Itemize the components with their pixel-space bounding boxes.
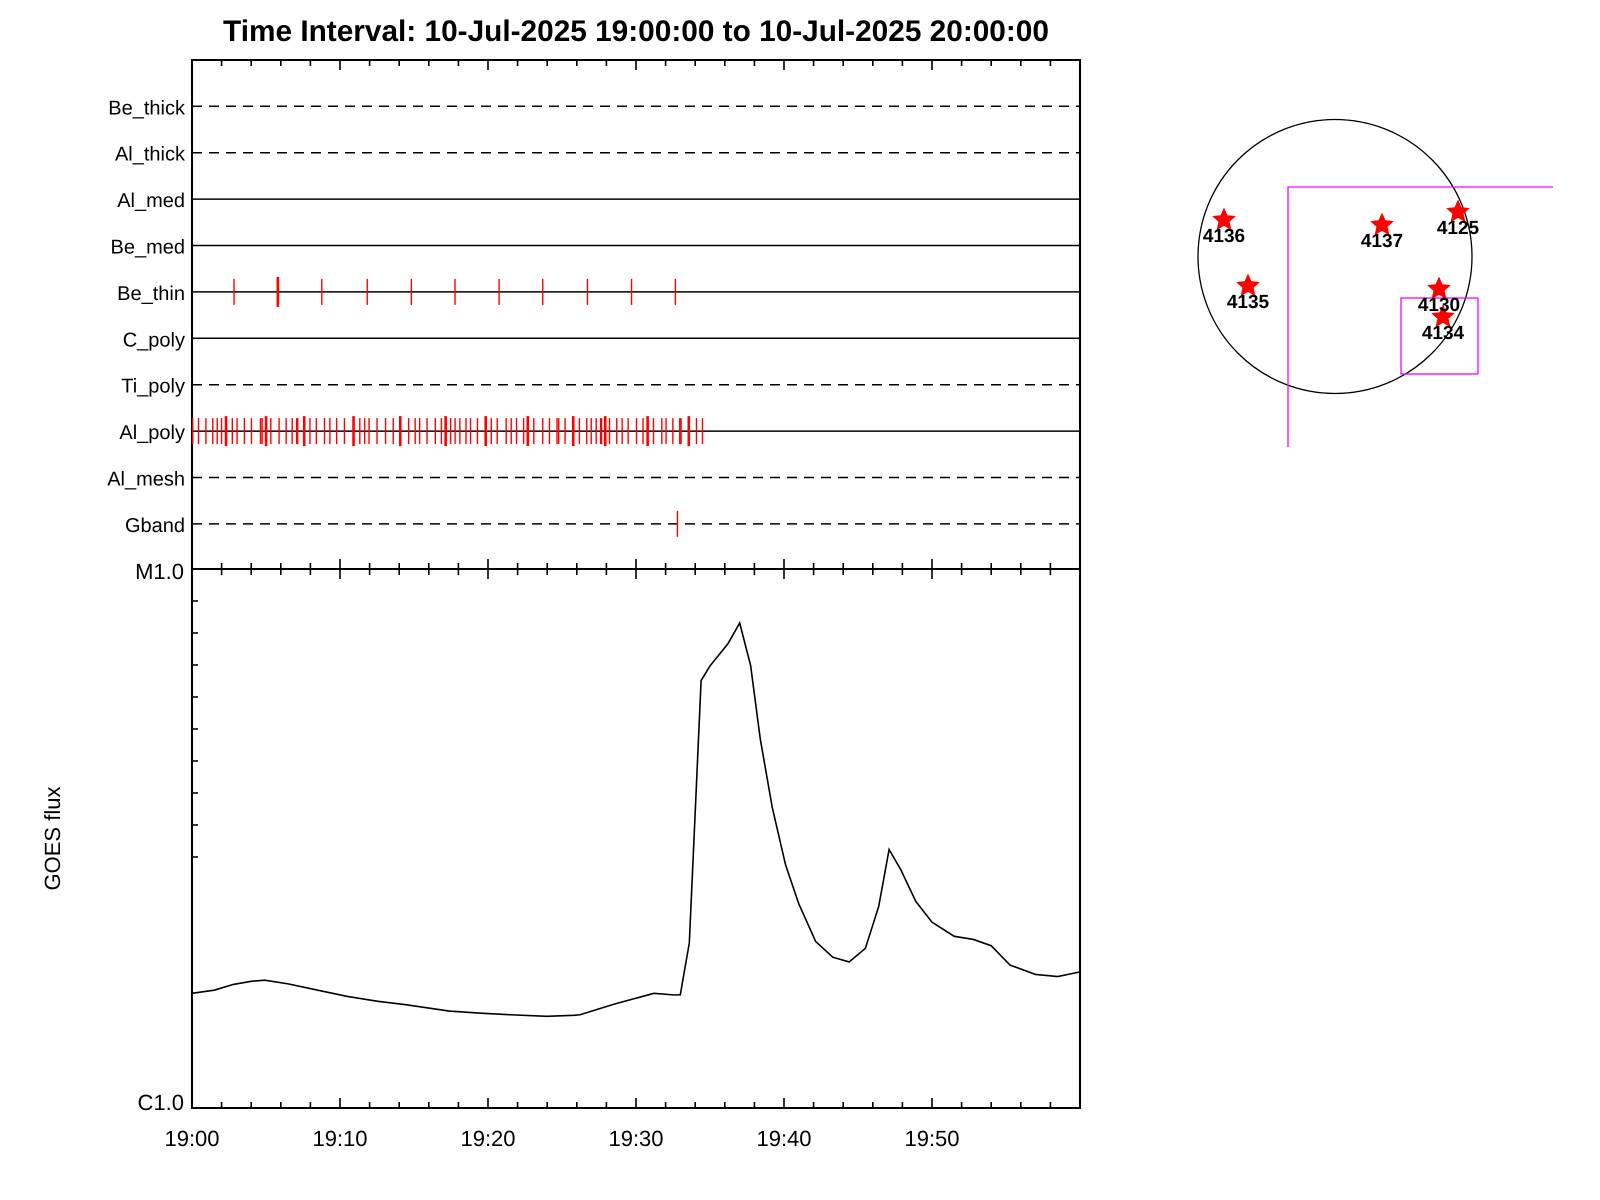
svg-text:19:10: 19:10 — [312, 1126, 367, 1151]
svg-text:4134: 4134 — [1422, 323, 1465, 344]
svg-text:4125: 4125 — [1437, 218, 1480, 239]
svg-text:Al_thick: Al_thick — [115, 144, 186, 166]
svg-text:Al_poly: Al_poly — [119, 422, 185, 444]
svg-text:Gband: Gband — [125, 515, 185, 537]
svg-text:4135: 4135 — [1227, 292, 1270, 313]
svg-text:Al_med: Al_med — [117, 190, 185, 212]
svg-text:4137: 4137 — [1361, 231, 1403, 252]
svg-text:C_poly: C_poly — [123, 329, 185, 351]
svg-text:M1.0: M1.0 — [135, 559, 184, 584]
svg-text:Ti_poly: Ti_poly — [121, 376, 185, 398]
svg-text:GOES flux: GOES flux — [40, 787, 65, 891]
svg-text:19:50: 19:50 — [904, 1126, 959, 1151]
svg-text:Al_mesh: Al_mesh — [107, 469, 185, 491]
svg-text:Be_thick: Be_thick — [108, 97, 186, 119]
svg-text:19:20: 19:20 — [460, 1126, 515, 1151]
svg-text:4136: 4136 — [1203, 226, 1245, 247]
svg-text:Be_thin: Be_thin — [117, 283, 185, 305]
svg-text:Time Interval: 10-Jul-2025 19:: Time Interval: 10-Jul-2025 19:00:00 to 1… — [223, 15, 1049, 48]
svg-text:Be_med: Be_med — [111, 237, 186, 259]
svg-text:19:30: 19:30 — [608, 1126, 663, 1151]
svg-text:19:00: 19:00 — [164, 1126, 219, 1151]
svg-text:4130: 4130 — [1418, 295, 1460, 316]
svg-text:C1.0: C1.0 — [138, 1090, 184, 1115]
svg-text:19:40: 19:40 — [756, 1126, 811, 1151]
